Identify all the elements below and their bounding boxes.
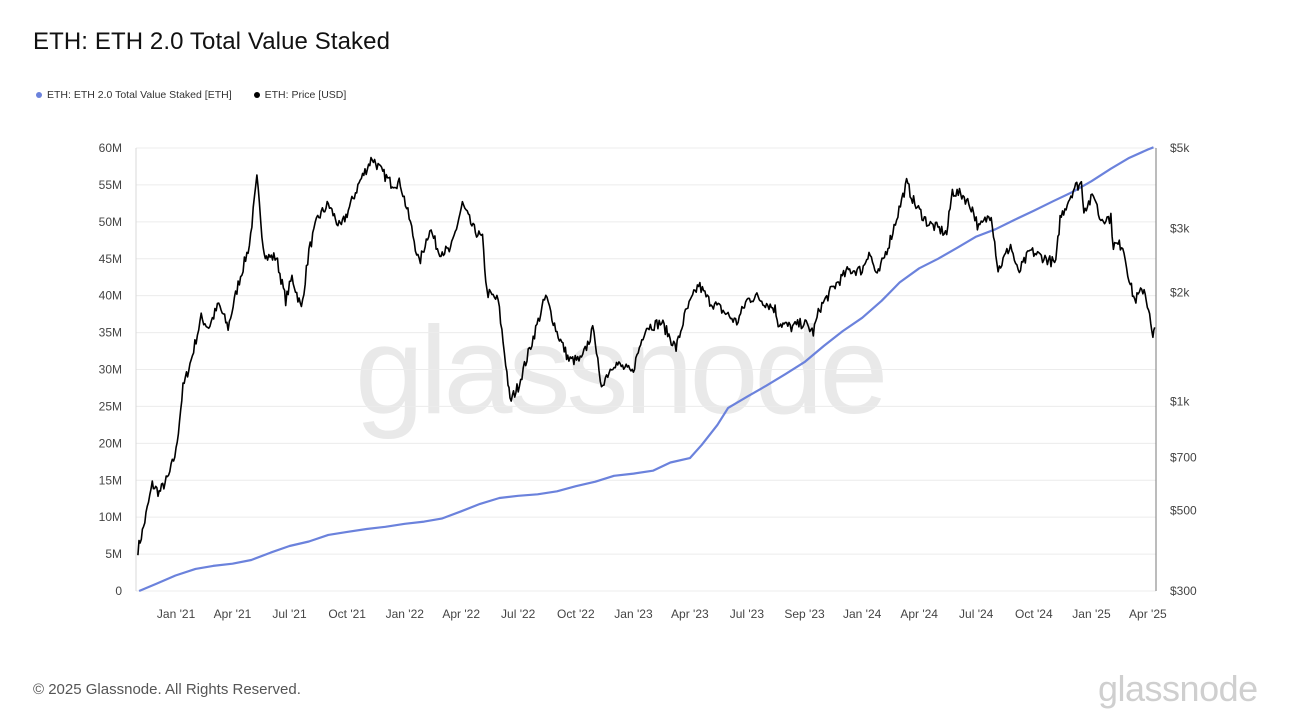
x-tick-label: Jan '21 <box>157 607 196 621</box>
x-tick-label: Jul '23 <box>730 607 765 621</box>
x-tick-label: Jul '24 <box>959 607 994 621</box>
left-axis: 0 5M 10M 15M 20M 25M 30M 35M 40M 45M 50M 55M 60M <box>99 141 137 598</box>
legend-label-staked: ETH: ETH 2.0 Total Value Staked [ETH] <box>47 89 232 101</box>
legend-item-price[interactable]: ETH: Price [USD] <box>253 89 347 101</box>
x-tick-label: Oct '21 <box>328 607 366 621</box>
x-tick-label: Jan '23 <box>614 607 653 621</box>
x-tick-label: Jan '25 <box>1072 607 1111 621</box>
x-tick-label: Apr '23 <box>671 607 709 621</box>
x-tick-label: Oct '22 <box>557 607 595 621</box>
x-tick-label: Jul '21 <box>272 607 307 621</box>
legend-dot-price <box>253 92 260 98</box>
chart-title: ETH: ETH 2.0 Total Value Staked <box>33 28 391 55</box>
x-tick-label: Apr '25 <box>1129 607 1167 621</box>
y-left-tick-label: 30M <box>99 363 122 377</box>
x-tick-label: Apr '24 <box>900 607 938 621</box>
y-right-tick-label: $5k <box>1170 141 1190 155</box>
y-left-tick-label: 10M <box>99 510 122 524</box>
right-axis: $300 $500 $700 $1k $2k $3k $5k <box>1155 141 1197 598</box>
y-left-tick-label: 5M <box>105 547 122 561</box>
x-tick-label: Apr '22 <box>442 607 480 621</box>
price-line <box>137 156 1156 556</box>
y-left-tick-label: 45M <box>99 252 122 266</box>
y-left-tick-label: 0 <box>115 584 122 598</box>
x-tick-label: Apr '21 <box>214 607 252 621</box>
y-left-tick-label: 25M <box>99 399 122 413</box>
x-tick-label: Oct '24 <box>1015 607 1053 621</box>
y-left-tick-label: 40M <box>99 289 122 303</box>
y-left-tick-label: 35M <box>99 326 122 340</box>
legend-dot-staked <box>36 92 42 98</box>
y-left-tick-label: 20M <box>99 436 122 450</box>
legend-item-staked[interactable]: ETH: ETH 2.0 Total Value Staked [ETH] <box>36 89 232 101</box>
x-tick-label: Jan '24 <box>843 607 882 621</box>
x-tick-label: Jan '22 <box>386 607 425 621</box>
x-axis: Jan '21 Apr '21 Jul '21 Oct '21 Jan '22 Apr '… <box>157 607 1167 621</box>
y-right-tick-label: $2k <box>1170 285 1190 299</box>
y-right-tick-label: $3k <box>1170 221 1190 235</box>
y-left-tick-label: 55M <box>99 178 122 192</box>
y-right-tick-label: $700 <box>1170 451 1197 465</box>
y-left-tick-label: 60M <box>99 141 122 155</box>
y-left-tick-label: 50M <box>99 215 122 229</box>
legend: ETH: ETH 2.0 Total Value Staked [ETH] ET… <box>36 89 346 101</box>
y-right-tick-label: $300 <box>1170 584 1197 598</box>
legend-label-price: ETH: Price [USD] <box>264 89 347 101</box>
glassnode-logo[interactable]: glassnode <box>1098 668 1258 709</box>
y-right-tick-label: $500 <box>1170 504 1197 518</box>
x-tick-label: Jul '22 <box>501 607 536 621</box>
y-right-tick-label: $1k <box>1170 394 1190 408</box>
grid <box>136 147 1156 592</box>
y-left-tick-label: 15M <box>99 473 122 487</box>
copyright-footer: © 2025 Glassnode. All Rights Reserved. <box>33 681 301 698</box>
x-tick-label: Sep '23 <box>784 607 825 621</box>
plot-lines <box>137 146 1156 593</box>
